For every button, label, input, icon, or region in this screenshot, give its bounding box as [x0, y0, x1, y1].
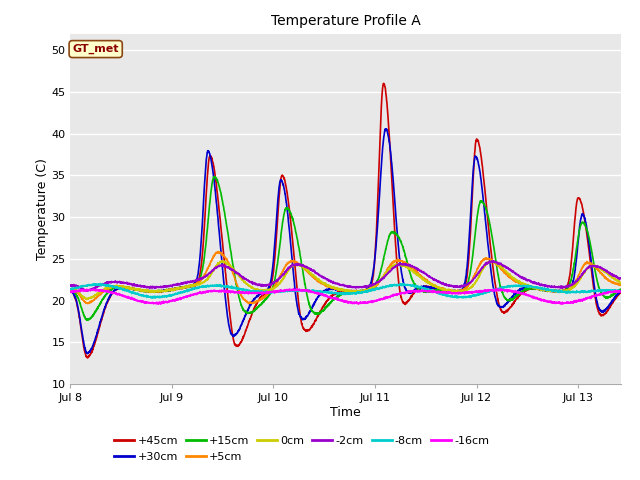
-8cm: [495, 287, 502, 292]
0cm: [67, 287, 74, 293]
+30cm: [98, 315, 106, 321]
-16cm: [289, 286, 297, 292]
Line: -16cm: -16cm: [70, 289, 620, 304]
-8cm: [616, 288, 624, 294]
+30cm: [67, 288, 74, 293]
+30cm: [428, 285, 436, 291]
Line: -8cm: -8cm: [70, 284, 620, 298]
Line: +30cm: +30cm: [70, 129, 620, 354]
+15cm: [67, 288, 74, 293]
+30cm: [142, 288, 150, 293]
0cm: [98, 288, 106, 294]
+30cm: [381, 126, 389, 132]
-8cm: [459, 295, 467, 301]
-16cm: [616, 289, 624, 295]
+15cm: [211, 174, 219, 180]
+15cm: [98, 298, 106, 304]
-8cm: [188, 287, 196, 293]
-16cm: [155, 301, 163, 307]
Line: -2cm: -2cm: [70, 261, 620, 291]
+5cm: [98, 290, 106, 296]
+15cm: [83, 317, 91, 323]
+30cm: [495, 302, 502, 308]
0cm: [428, 282, 436, 288]
Legend: +45cm, +30cm, +15cm, +5cm, 0cm, -2cm, -8cm, -16cm: +45cm, +30cm, +15cm, +5cm, 0cm, -2cm, -8…: [109, 432, 493, 466]
+5cm: [214, 249, 222, 254]
+5cm: [142, 288, 150, 294]
-2cm: [428, 276, 436, 281]
Text: GT_met: GT_met: [72, 44, 119, 54]
0cm: [83, 297, 90, 302]
-16cm: [142, 300, 150, 306]
+5cm: [506, 275, 514, 280]
-16cm: [506, 288, 514, 294]
+45cm: [142, 288, 150, 294]
-16cm: [97, 288, 105, 294]
Line: +5cm: +5cm: [70, 252, 620, 304]
-2cm: [98, 282, 106, 288]
-8cm: [98, 282, 106, 288]
+15cm: [188, 284, 196, 289]
+5cm: [616, 282, 624, 288]
0cm: [487, 258, 495, 264]
-8cm: [67, 286, 74, 292]
+15cm: [142, 288, 150, 293]
-2cm: [81, 288, 89, 294]
-8cm: [97, 281, 104, 287]
+15cm: [428, 288, 436, 293]
-8cm: [428, 288, 436, 293]
Line: +45cm: +45cm: [70, 84, 620, 358]
-16cm: [188, 291, 196, 297]
0cm: [495, 262, 502, 268]
+5cm: [84, 301, 92, 307]
Title: Temperature Profile A: Temperature Profile A: [271, 14, 420, 28]
+5cm: [188, 283, 196, 288]
+45cm: [98, 316, 106, 322]
-16cm: [495, 288, 502, 294]
Line: 0cm: 0cm: [70, 261, 620, 300]
-2cm: [495, 260, 502, 266]
+45cm: [428, 285, 436, 290]
0cm: [616, 280, 624, 286]
+45cm: [188, 283, 196, 289]
-16cm: [428, 289, 436, 295]
+5cm: [67, 287, 74, 293]
-8cm: [506, 284, 514, 290]
+45cm: [616, 290, 624, 296]
+15cm: [616, 287, 624, 292]
+45cm: [67, 288, 74, 293]
X-axis label: Time: Time: [330, 406, 361, 419]
Line: +15cm: +15cm: [70, 177, 620, 320]
0cm: [188, 282, 196, 288]
+15cm: [506, 298, 514, 303]
-2cm: [490, 258, 497, 264]
-2cm: [142, 284, 150, 289]
+45cm: [380, 81, 387, 86]
-8cm: [142, 294, 150, 300]
-2cm: [616, 276, 624, 281]
+45cm: [495, 300, 502, 305]
-2cm: [67, 283, 74, 289]
0cm: [142, 288, 150, 294]
Y-axis label: Temperature (C): Temperature (C): [36, 158, 49, 260]
+30cm: [506, 296, 514, 302]
+45cm: [83, 355, 91, 360]
0cm: [506, 273, 514, 278]
+45cm: [506, 304, 514, 310]
+30cm: [84, 351, 92, 357]
+15cm: [495, 275, 502, 281]
+5cm: [428, 282, 436, 288]
+30cm: [616, 288, 624, 294]
-2cm: [188, 279, 196, 285]
-16cm: [67, 289, 74, 295]
+30cm: [188, 283, 196, 288]
+5cm: [495, 263, 502, 269]
-2cm: [506, 267, 514, 273]
